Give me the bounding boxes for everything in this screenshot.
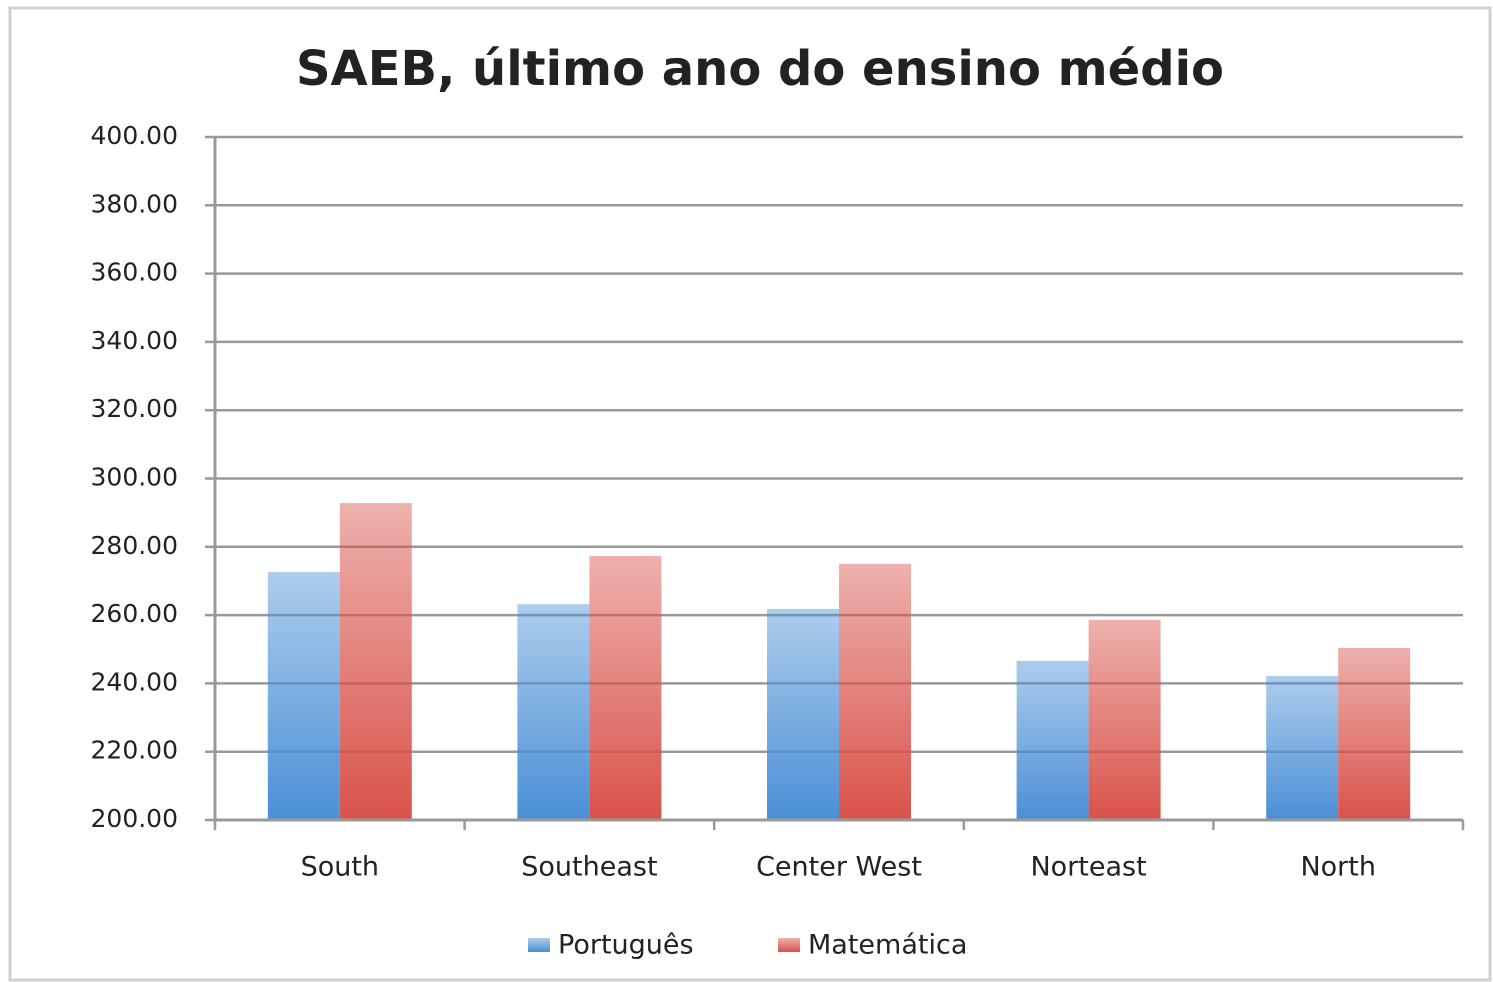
bar [267, 572, 340, 820]
legend-swatch [528, 938, 550, 952]
chart-frame [8, 6, 1492, 982]
legend-swatch [778, 938, 800, 952]
y-tick-label: 380.00 [91, 189, 178, 218]
bar [1088, 619, 1161, 820]
legend-label: Matemática [808, 930, 967, 961]
y-tick-label: 320.00 [91, 394, 178, 423]
bar [339, 503, 412, 820]
y-tick-label: 280.00 [91, 531, 178, 560]
legend-label: Português [558, 930, 694, 961]
bar [1266, 675, 1339, 820]
x-tick-label: North [1300, 852, 1376, 883]
y-tick-label: 260.00 [91, 599, 178, 628]
x-tick-label: Norteast [1030, 852, 1146, 883]
y-tick-label: 240.00 [91, 667, 178, 696]
chart-title: SAEB, último ano do ensino médio [296, 41, 1224, 97]
x-tick-label: Southeast [521, 852, 657, 883]
bar [517, 604, 590, 820]
y-tick-label: 200.00 [91, 804, 178, 833]
bar [1016, 660, 1089, 820]
y-tick-label: 340.00 [91, 326, 178, 355]
x-tick-label: Center West [756, 852, 922, 883]
y-tick-label: 220.00 [91, 736, 178, 765]
x-tick-label: South [301, 852, 379, 883]
y-tick-label: 360.00 [91, 258, 178, 287]
bar [589, 556, 662, 820]
y-tick-label: 400.00 [91, 121, 178, 150]
bar [1338, 647, 1411, 820]
y-tick-label: 300.00 [91, 463, 178, 492]
bar [767, 608, 839, 820]
bar [839, 563, 911, 820]
